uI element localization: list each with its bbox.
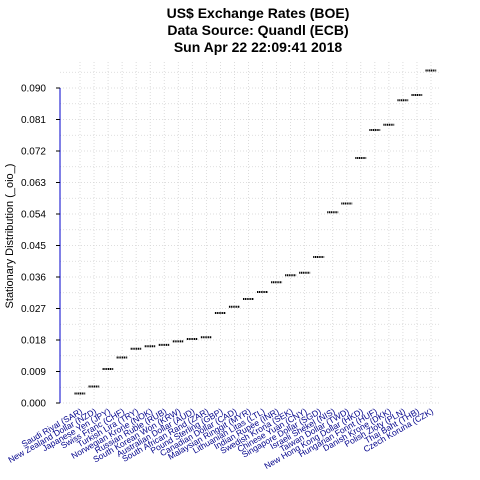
y-tick-label: 0.054: [21, 210, 46, 221]
y-tick-label: 0.045: [21, 241, 46, 252]
y-axis-label: Stationary Distribution (_oio_): [4, 164, 16, 309]
x-tick-labels: Saudi Riyal (SAR)New Zealand Dollar (NZD…: [6, 406, 435, 471]
y-tick-label: 0.090: [21, 84, 46, 95]
data-marks: [74, 69, 437, 395]
chart-title: US$ Exchange Rates (BOE) Data Source: Qu…: [167, 5, 350, 55]
y-tick-label: 0.027: [21, 304, 46, 315]
grid: [60, 62, 440, 404]
y-tick-label: 0.009: [21, 367, 46, 378]
y-tick-label: 0.018: [21, 336, 46, 347]
y-tick-labels: 0.000 0.009 0.018 0.027 0.036 0.045 0.054 0.063…: [21, 84, 46, 410]
y-tick-label: 0.063: [21, 178, 46, 189]
y-tick-label: 0.036: [21, 273, 46, 284]
title-line-1: US$ Exchange Rates (BOE): [167, 5, 350, 21]
title-line-2: Data Source: Quandl (ECB): [167, 22, 348, 38]
y-tick-label: 0.072: [21, 147, 46, 158]
title-line-3: Sun Apr 22 22:09:41 2018: [174, 39, 343, 55]
y-axis: [56, 87, 61, 404]
y-tick-label: 0.081: [21, 115, 46, 126]
y-tick-label: 0.000: [21, 399, 46, 410]
